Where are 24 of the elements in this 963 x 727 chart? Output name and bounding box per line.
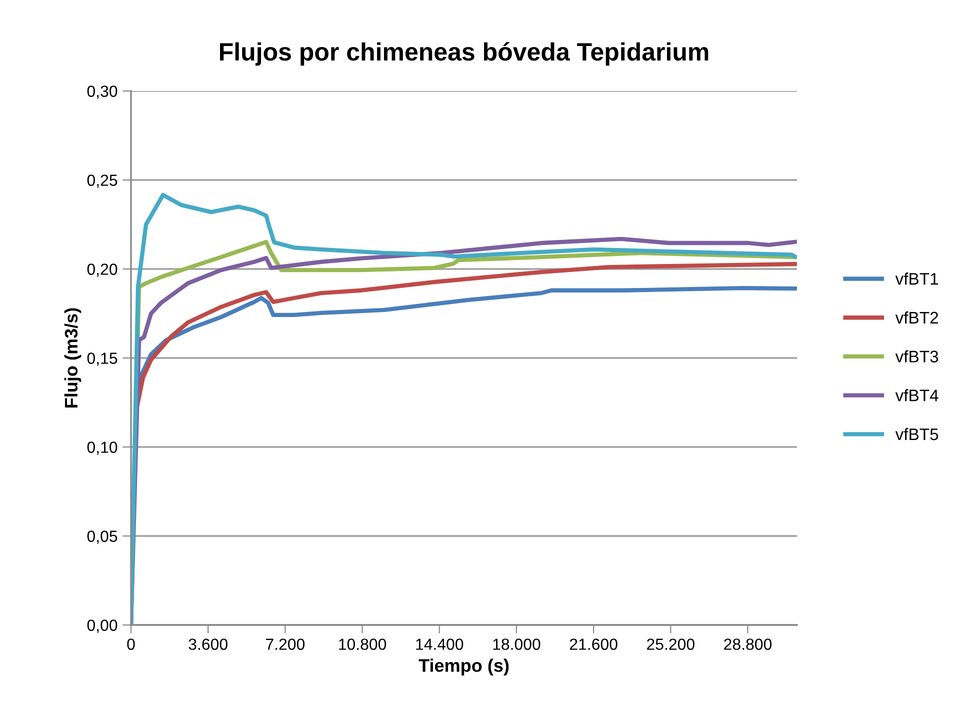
x-tick-label: 7.200 — [266, 638, 305, 650]
x-tick-label: 14.400 — [416, 638, 464, 650]
y-tick-label: 0,15 — [87, 352, 118, 366]
legend-label: vfBT4 — [895, 389, 938, 402]
legend-label: vfBT1 — [895, 272, 938, 285]
x-tick-label: 3.600 — [188, 638, 228, 650]
x-axis-title: Tiempo (s) — [418, 658, 509, 676]
y-tick-label: 0,30 — [87, 86, 118, 99]
legend-label: vfBT5 — [895, 428, 938, 440]
x-tick-label: 25.200 — [647, 638, 694, 650]
legend-label: vfBT2 — [895, 311, 938, 324]
y-tick-label: 0,00 — [87, 620, 118, 633]
y-tick-label: 0,25 — [87, 174, 118, 188]
x-tick-label: 18.000 — [493, 638, 540, 650]
y-tick-label: 0,10 — [87, 442, 118, 455]
y-tick-label: 0,20 — [87, 264, 118, 277]
y-axis-title: Flujo (m3/s) — [64, 308, 82, 408]
x-tick-label: 28.800 — [724, 638, 772, 650]
y-tick-label: 0,05 — [87, 530, 118, 544]
x-tick-label: 10.800 — [339, 638, 386, 650]
legend-label: vfBT3 — [895, 350, 938, 362]
x-tick-label: 21.600 — [570, 638, 618, 650]
x-tick-label: 0 — [127, 638, 135, 650]
chart-title: Flujos por chimeneas bóveda Tepidarium — [220, 42, 708, 66]
